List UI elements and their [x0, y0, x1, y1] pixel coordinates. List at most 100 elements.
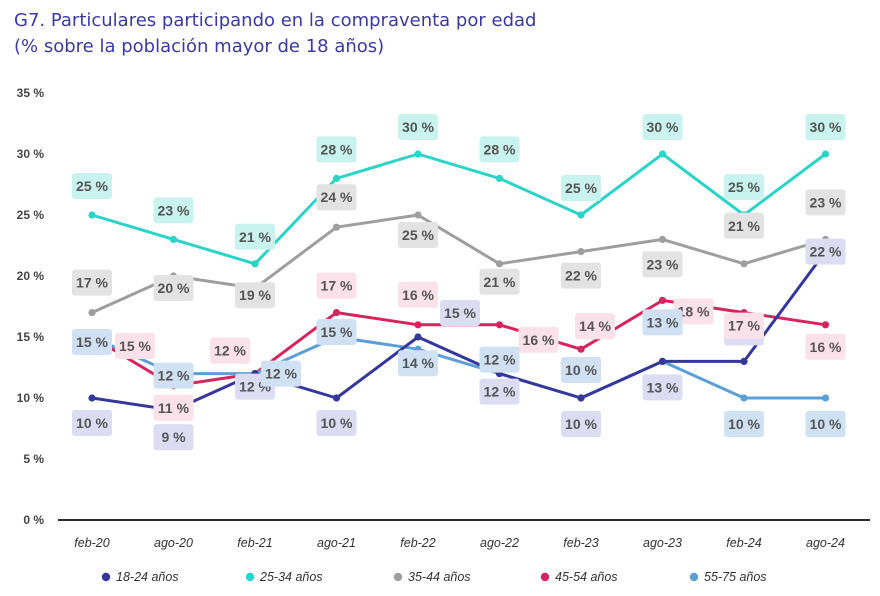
- series-lines: [90, 152, 827, 412]
- data-label-box: [561, 175, 601, 201]
- data-label-box: [805, 114, 846, 140]
- legend-marker: [245, 572, 255, 582]
- data-label-box: [115, 333, 155, 359]
- y-tick-label: 0 %: [23, 513, 44, 527]
- data-label: 22 %: [805, 238, 846, 265]
- data-label-text: 25 %: [76, 178, 108, 194]
- data-label-text: 14 %: [579, 318, 611, 334]
- data-point: [658, 150, 667, 158]
- data-label-box: [724, 411, 764, 437]
- data-label: 17 %: [724, 312, 764, 339]
- data-label: 11 %: [153, 394, 194, 421]
- data-label-text: 10 %: [810, 416, 842, 432]
- data-label-text: 25 %: [402, 227, 434, 243]
- data-label-box: [153, 197, 194, 224]
- data-label-text: 15 %: [76, 334, 108, 350]
- data-label: 12 %: [210, 337, 250, 364]
- data-point: [740, 394, 748, 402]
- data-label-text: 12 %: [265, 366, 297, 382]
- x-tick-label: ago-20: [154, 536, 193, 550]
- data-point: [577, 394, 585, 402]
- data-label-text: 18 %: [678, 303, 710, 319]
- data-label-text: 17 %: [76, 275, 108, 291]
- data-label-box: [153, 424, 194, 451]
- data-label: 16 %: [518, 326, 559, 353]
- legend-item: 18-24 años: [101, 570, 179, 584]
- data-label-text: 28 %: [484, 141, 516, 157]
- data-label: 10 %: [561, 411, 601, 437]
- data-label: 10 %: [316, 410, 357, 436]
- data-label-box: [440, 300, 480, 326]
- data-label-text: 10 %: [565, 362, 597, 378]
- y-tick-label: 25 %: [17, 208, 45, 222]
- data-label-box: [479, 346, 520, 373]
- data-label-box: [398, 222, 438, 248]
- data-label: 30 %: [805, 114, 846, 140]
- data-label-text: 21 %: [239, 229, 271, 245]
- data-label: 21 %: [724, 212, 764, 239]
- data-label: 15 %: [115, 333, 155, 359]
- data-label-box: [316, 319, 357, 345]
- x-tick-label: ago-21: [317, 536, 356, 550]
- data-label: 30 %: [398, 114, 438, 140]
- data-point: [88, 211, 96, 219]
- legend-item: 25-34 años: [245, 570, 323, 584]
- data-label-text: 10 %: [728, 416, 760, 432]
- data-label-box: [642, 251, 683, 278]
- data-label: 17 %: [316, 272, 357, 299]
- data-label-box: [72, 269, 112, 296]
- data-label: 22 %: [561, 262, 601, 289]
- chart-title-line-2: (% sobre la población mayor de 18 años): [14, 36, 385, 57]
- data-label-box: [724, 312, 764, 339]
- y-tick-label: 30 %: [17, 147, 45, 161]
- data-point: [332, 174, 341, 182]
- x-tick-label: ago-23: [643, 536, 682, 550]
- data-label: 12 %: [153, 362, 194, 389]
- data-point: [414, 211, 422, 219]
- data-label-text: 30 %: [810, 119, 842, 135]
- legend: 18-24 años 25-34 años 35-44 años 45-54 años…: [101, 570, 767, 584]
- data-label-box: [153, 394, 194, 421]
- data-label-box: [673, 298, 714, 325]
- data-label: 21 %: [479, 268, 520, 295]
- data-point: [577, 211, 585, 219]
- series-line: [90, 335, 827, 400]
- data-label-text: 19 %: [239, 287, 271, 303]
- data-label-text: 28 %: [321, 141, 353, 157]
- x-tick-label: feb-22: [400, 536, 435, 550]
- data-label-box: [479, 268, 520, 295]
- data-label-text: 10 %: [76, 415, 108, 431]
- data-label: 13 %: [642, 309, 683, 336]
- data-label-text: 23 %: [810, 194, 842, 210]
- data-label-box: [153, 362, 194, 389]
- data-label-box: [642, 374, 683, 401]
- data-label-text: 16 %: [402, 287, 434, 303]
- data-label-text: 23 %: [158, 202, 190, 218]
- data-label-box: [805, 238, 846, 265]
- data-label-box: [316, 184, 357, 211]
- data-label: 25 %: [561, 175, 601, 201]
- data-point: [821, 394, 830, 402]
- chart-title: G7. Particulares participando en la comp…: [14, 8, 536, 60]
- data-labels: 10 % 9 % 12 % 10 % 15 % 12 % 10 % 13 % 13 % 22 % 2…: [72, 114, 846, 451]
- data-label: 14 %: [575, 313, 615, 340]
- data-label: 12 %: [261, 360, 301, 387]
- data-label-text: 21 %: [484, 274, 516, 290]
- data-label-box: [316, 410, 357, 436]
- data-label-text: 9 %: [161, 429, 186, 445]
- data-label-box: [805, 189, 846, 216]
- data-label-box: [561, 411, 601, 437]
- data-label: 13 %: [642, 374, 683, 401]
- data-point: [577, 345, 585, 353]
- data-label: 10 %: [724, 411, 764, 437]
- data-point: [658, 357, 667, 365]
- data-label-box: [724, 212, 764, 239]
- y-tick-label: 15 %: [17, 330, 45, 344]
- data-label-box: [724, 174, 764, 200]
- data-label-box: [153, 275, 194, 301]
- data-label: 15 %: [440, 300, 480, 326]
- y-tick-label: 5 %: [23, 452, 44, 466]
- data-label-box: [210, 337, 250, 364]
- data-label-box: [398, 350, 438, 377]
